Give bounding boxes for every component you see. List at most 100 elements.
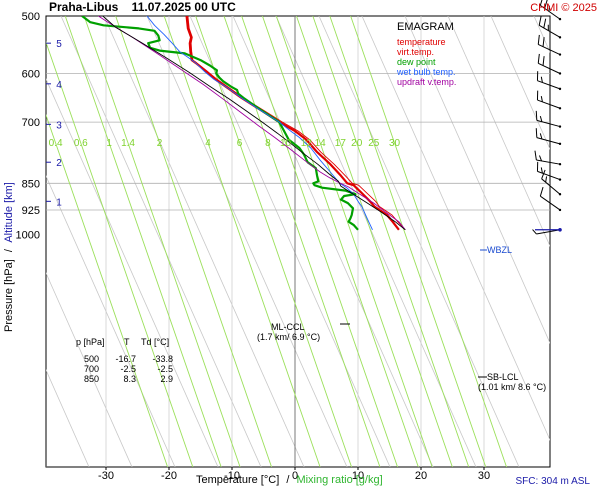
pressure-tick-label: 600 — [22, 68, 40, 80]
mixing-ratio-line — [350, 16, 507, 467]
mixing-ratio-label: 30 — [389, 138, 401, 149]
mixing-ratio-label: 25 — [368, 138, 380, 149]
x-tick-label: -10 — [224, 470, 240, 482]
wind-barb — [535, 128, 562, 146]
pressure-tick-label: 700 — [22, 117, 40, 129]
table-cell-td: -2.5 — [157, 364, 173, 374]
mixing-ratio-line — [163, 16, 321, 467]
mixing-ratio-label: 4 — [205, 138, 211, 149]
plot-frame — [45, 15, 551, 468]
series-line-updraft-v-temp — [98, 16, 406, 231]
mixing-ratio-label: 0.4 — [49, 138, 63, 149]
mixing-ratio-label: 0.6 — [74, 138, 88, 149]
table-cell-p: 700 — [84, 364, 99, 374]
mixing-ratio-label: 1.4 — [121, 138, 135, 149]
mixing-ratio-label: 8 — [265, 138, 271, 149]
mixing-ratio-label: 12 — [301, 138, 313, 149]
mixing-ratio-label: 6 — [237, 138, 243, 149]
wind-barb — [534, 150, 562, 166]
mixing-ratio-line — [46, 40, 194, 467]
x-tick-label: 0 — [292, 470, 298, 482]
x-axis-label: Temperature [°C] / Mixing ratio [g/kg] — [196, 474, 383, 486]
dry-adiabat-line — [60, 16, 262, 467]
sb-lcl-annotation: SB-LCL (1.01 km/ 8.6 °C) — [478, 372, 546, 392]
pressure-tick-label: 1000 — [16, 230, 40, 242]
altitude-tick-label: 4 — [56, 80, 62, 91]
table-cell-td: -33.8 — [152, 354, 173, 364]
wind-barb — [536, 71, 562, 91]
mixing-ratio-line — [312, 16, 470, 467]
legend-title: EMAGRAM — [397, 21, 454, 33]
x-tick-label: -30 — [98, 470, 114, 482]
series-line-ml-parcel-path — [102, 16, 406, 231]
mixing-ratio-label: 2 — [157, 138, 163, 149]
dry-adiabat-line — [577, 16, 600, 467]
mixing-ratio-label: 10 — [280, 138, 292, 149]
mixing-ratio-label: 1 — [106, 138, 112, 149]
ml-ccl-annotation: ML-CCL (1.7 km/ 6.9 °C) — [257, 322, 350, 342]
pressure-tick-label: 850 — [22, 178, 40, 190]
mixing-ratio-line — [296, 16, 453, 467]
surface-wind-marker — [535, 227, 562, 232]
wind-barb — [535, 110, 562, 128]
dry-adiabat-line — [103, 16, 305, 467]
table-cell-p: 850 — [84, 374, 99, 384]
wind-barb — [539, 186, 562, 212]
dry-adiabat-line — [146, 16, 348, 467]
wind-barb-layer — [532, 0, 562, 235]
mixing-ratio-line — [195, 16, 352, 467]
legend-item-virt-temp: virt.temp. — [397, 47, 434, 57]
dry-adiabat-line — [447, 16, 550, 247]
table-header-t: T — [124, 337, 130, 347]
legend-item-updraft: updraft v.temp. — [397, 77, 456, 87]
mixing-ratio-line — [46, 113, 169, 467]
mixing-ratio-line — [262, 16, 419, 467]
dry-adiabat-line — [46, 369, 90, 467]
wbzl-annotation: WBZL — [480, 245, 512, 255]
dry-adiabat-line — [404, 16, 550, 344]
legend: EMAGRAM temperature virt.temp. dew point… — [396, 21, 456, 87]
wind-barb — [538, 15, 562, 39]
legend-item-dew-point: dew point — [397, 57, 436, 67]
ml-ccl-label: ML-CCL — [271, 322, 305, 332]
dry-adiabat-line — [318, 16, 520, 467]
table-cell-t: -16.7 — [115, 354, 136, 364]
mixing-ratio-label: 14 — [315, 138, 327, 149]
dry-adiabat-line — [46, 272, 133, 467]
table-header-p: p [hPa] — [76, 337, 105, 347]
table-cell-t: 8.3 — [123, 374, 136, 384]
mixing-ratio-line — [275, 16, 433, 467]
mixing-ratio-layer — [46, 16, 507, 467]
altitude-tick-label: 5 — [56, 39, 62, 50]
copyright-text: CHMI © 2025 — [530, 2, 597, 14]
pressure-tick-label: 925 — [22, 205, 40, 217]
sounding-table: p [hPa] T Td [°C] 500 -16.7 -33.8 700 -2… — [76, 337, 173, 384]
table-cell-p: 500 — [84, 354, 99, 364]
x-tick-label: -20 — [161, 470, 177, 482]
chart-title: Praha-Libus 11.07.2025 00 UTC — [49, 0, 236, 14]
sb-lcl-detail: (1.01 km/ 8.6 °C) — [478, 382, 546, 392]
wind-barb — [537, 34, 562, 56]
mixing-ratio-label: 17 — [335, 138, 347, 149]
legend-item-temperature: temperature — [397, 37, 446, 47]
wind-barb — [536, 161, 562, 181]
surface-note: SFC: 304 m ASL — [516, 476, 591, 487]
table-cell-t: -2.5 — [120, 364, 136, 374]
ml-ccl-detail: (1.7 km/ 6.9 °C) — [257, 332, 320, 342]
wind-barb — [536, 90, 562, 110]
mixing-ratio-line — [83, 16, 241, 467]
dry-adiabat-line — [46, 78, 219, 467]
dry-adiabat-line — [490, 16, 550, 151]
wind-barb — [537, 53, 562, 75]
mixing-ratio-line — [223, 16, 381, 467]
mixing-ratio-line — [115, 16, 272, 467]
mixing-ratio-line — [64, 16, 222, 467]
wind-barb — [541, 169, 562, 196]
x-tick-label: 10 — [352, 470, 364, 482]
dry-adiabat-line — [189, 16, 391, 467]
series-layer — [81, 16, 406, 231]
sb-lcl-label: SB-LCL — [487, 372, 519, 382]
legend-item-wet-bulb: wet bulb temp. — [396, 67, 456, 77]
altitude-tick-label: 2 — [56, 158, 62, 169]
